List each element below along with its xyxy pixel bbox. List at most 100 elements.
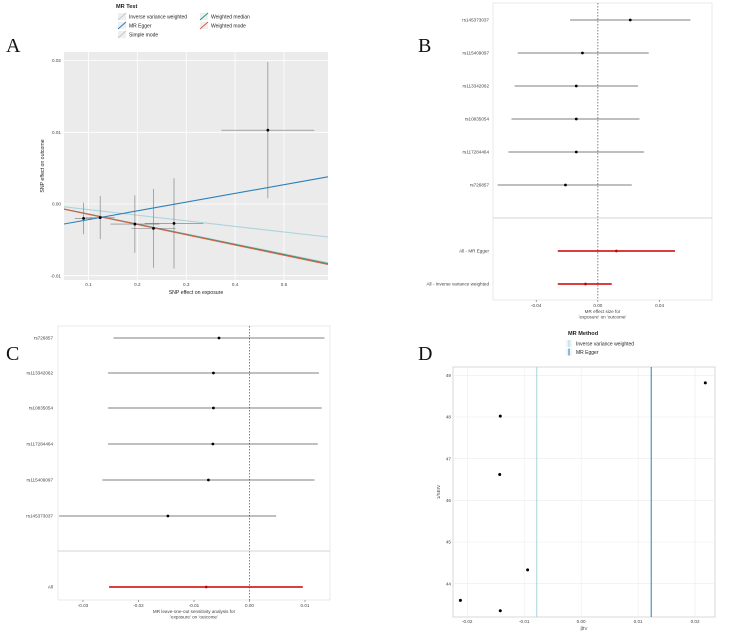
panel-a-ytick-label: -0.01	[51, 273, 62, 278]
panel-b-summary-point	[614, 249, 618, 253]
panel-d-xtick-label: -0.01	[519, 619, 530, 624]
panel-c-xtick-label: -0.03	[78, 603, 89, 608]
panel-c-snp-label: rs117284464	[27, 442, 54, 447]
panel-b-estimate-point	[574, 84, 578, 88]
panel-b-snp-label: rs117284464	[463, 150, 490, 155]
panel-b-frame	[492, 2, 713, 301]
panel-c-estimate-point	[217, 336, 221, 340]
panel-label-c: C	[6, 343, 19, 365]
panel-a-xlabel: SNP effect on exposure	[169, 290, 224, 296]
panel-a-legend-label: Simple mode	[129, 33, 158, 39]
panel-a-line-weighted-mode	[64, 208, 328, 266]
panel-a-xtick-label: 0.1	[85, 282, 92, 287]
panel-d-ylabel: 1/SEIV	[436, 484, 441, 499]
panel-c-snp-label: rs10835054	[29, 406, 54, 411]
panel-c-xtick-label: -0.01	[189, 603, 200, 608]
panel-b-snp-label: rs113342062	[463, 84, 490, 89]
panel-d-ytick-label: 48	[446, 415, 452, 420]
panel-a-xtick-label: 0.2	[134, 282, 141, 287]
panel-a-regression-lines	[64, 176, 328, 266]
panel-d-xtick-label: 0.02	[691, 619, 700, 624]
panel-a-ytick-label: 0.02	[52, 58, 61, 63]
panel-c-estimate-point	[207, 478, 210, 482]
panel-a-background	[64, 52, 328, 280]
panel-d-xtick-label: -0.02	[462, 619, 473, 624]
panel-d-ytick-label: 44	[446, 581, 452, 586]
panel-a-legend-label: Weighted median	[211, 15, 250, 21]
panel-b-summary-label: All - MR Egger	[459, 249, 489, 254]
panel-c-xtick-label: -0.02	[133, 603, 144, 608]
panel-c-xtick-label: 0.00	[245, 603, 254, 608]
panel-b-snp-label: rs10835054	[465, 117, 490, 122]
panel-a-xtick-label: 0.5	[281, 282, 288, 287]
panel-a-point	[82, 216, 85, 220]
panel-b-snp-label: rs115409097	[463, 51, 490, 56]
panel-a-legend-title: MR Test	[116, 4, 137, 10]
panel-a-ytick-label: 0.01	[52, 130, 61, 135]
panel-b-xtick-label: -0.04	[531, 303, 542, 308]
panel-a-legend-key-line	[117, 21, 127, 30]
panel-b-estimate-point	[574, 117, 578, 121]
panel-d-legend-label: Inverse variance weighted	[576, 342, 634, 348]
panel-c-summary-point	[204, 585, 208, 589]
panel-d-point	[458, 598, 462, 602]
panel-a-line-inverse-variance-weighted	[64, 206, 328, 238]
panel-a-point	[133, 222, 137, 226]
panel-b-xlabel-line2: 'exposure' on 'outcome'	[579, 315, 627, 320]
panel-label-a: A	[6, 35, 21, 57]
panel-c-estimate-point	[212, 406, 215, 410]
panel-c-estimate-point	[212, 371, 215, 375]
panel-d-legend-label: MR Egger	[576, 350, 599, 356]
panel-b-xtick-label: 0.00	[593, 303, 602, 308]
panel-d-ytick-label: 45	[446, 540, 452, 545]
panel-a-legend-key-line	[199, 12, 209, 21]
panel-b-estimate-point	[581, 51, 584, 55]
panel-a-xtick-label: 0.4	[232, 282, 239, 287]
panel-d-point	[498, 609, 502, 613]
panel-b-xlabel-line1: MR effect size for	[585, 309, 621, 314]
panel-a-point	[266, 128, 270, 132]
panel-c-estimate-point	[211, 442, 215, 446]
panel-label-b: B	[418, 35, 431, 57]
panel-d-legend-title: MR Method	[568, 331, 599, 337]
panel-b-snp-label: rs726857	[470, 183, 490, 188]
panel-c-xlabel-line1: MR leave-one-out sensitivity analysis fo…	[153, 609, 236, 614]
panel-b-estimate-point	[574, 150, 578, 154]
panel-d-point	[498, 473, 502, 476]
panel-b-estimate-point	[628, 18, 632, 22]
panel-d-ytick-label: 47	[446, 456, 452, 461]
panel-c-frame	[57, 325, 331, 601]
panel-a-point	[98, 216, 102, 220]
panel-label-d: D	[418, 343, 432, 365]
panel-d-point	[498, 414, 502, 418]
panel-a-legend-label: Weighted mode	[211, 24, 246, 30]
panel-a-legend-label: Inverse variance weighted	[129, 15, 187, 21]
panel-d-ytick-label: 49	[446, 373, 452, 378]
panel-b-snp-label: rs145373037	[462, 18, 489, 23]
panel-a-ytick-label: 0.00	[52, 202, 61, 207]
panel-a-ylabel: SNP effect on outcome	[40, 139, 46, 192]
panel-d-xlabel: β̂IV	[581, 626, 589, 631]
panel-c-snp-label: rs115409097	[27, 478, 54, 483]
panel-b-summary-label: All - Inverse variance weighted	[426, 282, 489, 287]
panel-d-point	[703, 381, 707, 385]
panel-a-legend-key-line	[117, 12, 127, 21]
panel-c-snp-label: rs145373037	[26, 514, 53, 519]
panel-b-estimate-point	[564, 183, 567, 187]
panel-c-estimate-point	[166, 514, 170, 518]
panel-c-summary-label: All	[48, 585, 53, 590]
panel-a-xtick-label: 0.3	[183, 282, 190, 287]
panel-a-legend-key-line	[117, 30, 127, 39]
panel-c-snp-label: rs726857	[34, 336, 54, 341]
panel-b-summary-point	[584, 282, 587, 286]
panel-a-legend-label: MR Egger	[129, 24, 152, 30]
panel-a-line-mr-egger	[64, 176, 328, 225]
panel-d-xtick-label: 0.01	[634, 619, 643, 624]
panel-d-xtick-label: 0.00	[577, 619, 586, 624]
panel-c-snp-label: rs113342062	[27, 371, 54, 376]
panel-c-xlabel-line2: 'exposure' on 'outcome'	[170, 615, 218, 620]
panel-b-xtick-label: 0.04	[655, 303, 664, 308]
panel-d-ytick-label: 46	[446, 498, 452, 503]
panel-a-legend-key-line	[199, 21, 209, 30]
